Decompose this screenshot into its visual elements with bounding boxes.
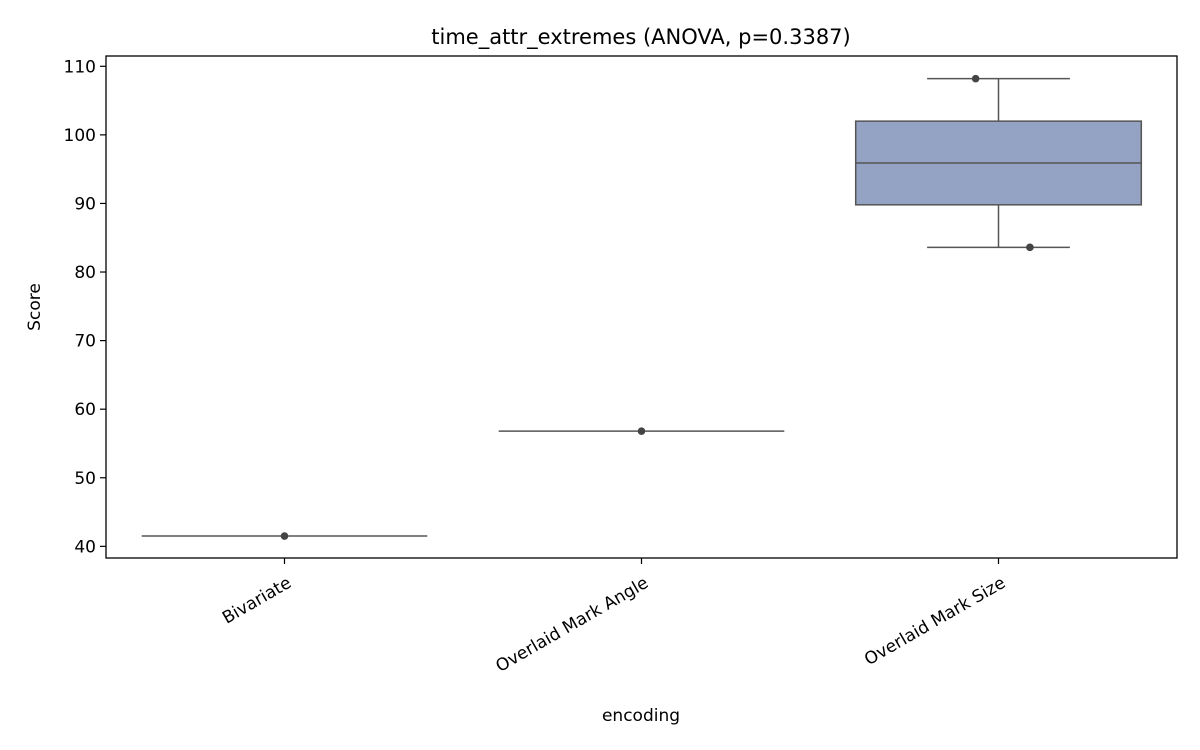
y-tick-label: 90 <box>74 194 96 214</box>
data-point <box>280 532 289 540</box>
y-tick-label: 80 <box>74 263 96 283</box>
y-axis-title: Score <box>25 283 45 331</box>
x-axis-title: encoding <box>602 706 680 726</box>
chart-title: time_attr_extremes (ANOVA, p=0.3387) <box>431 25 850 50</box>
x-tick-label: Overlaid Mark Size <box>861 573 1009 670</box>
y-axis: 40 50 60 70 80 90 100 110 <box>64 57 106 557</box>
plot-frame <box>105 55 1178 559</box>
y-tick-label: 100 <box>64 126 96 146</box>
box-group <box>854 74 1143 252</box>
y-tick-label: 110 <box>64 57 96 77</box>
x-tick-label: Bivariate <box>219 573 295 628</box>
box-group <box>498 427 785 435</box>
data-point <box>971 74 980 83</box>
x-axis: Bivariate Overlaid Mark Angle Overlaid Mar… <box>219 558 1009 677</box>
y-tick-label: 60 <box>74 400 96 420</box>
y-tick-label: 50 <box>74 469 96 489</box>
plot-area <box>141 74 1143 540</box>
data-point <box>1026 243 1034 252</box>
box-group <box>141 532 428 540</box>
y-tick-label: 70 <box>74 332 96 352</box>
x-tick-label: Overlaid Mark Angle <box>492 573 652 677</box>
data-point <box>637 427 646 435</box>
y-tick-label: 40 <box>74 537 96 557</box>
